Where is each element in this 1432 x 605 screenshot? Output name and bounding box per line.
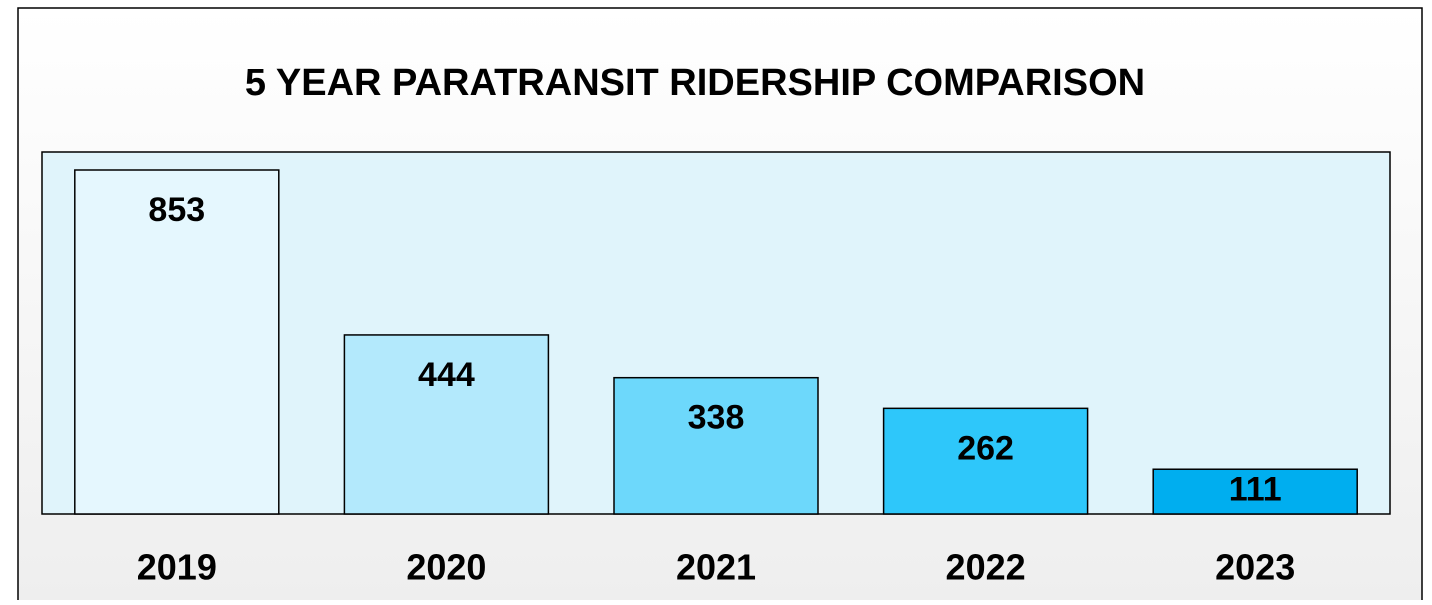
x-tick-label: 2022	[946, 547, 1026, 588]
value-label: 853	[148, 191, 205, 229]
bar	[1152, 468, 1358, 515]
value-label: 444	[418, 356, 475, 394]
bar	[613, 376, 819, 515]
value-label: 338	[688, 399, 745, 437]
chart-title: 5 YEAR PARATRANSIT RIDERSHIP COMPARISON	[245, 62, 1145, 104]
bar	[343, 334, 550, 515]
x-tick-label: 2021	[676, 547, 756, 588]
bar	[74, 169, 280, 515]
x-tick-label: 2019	[137, 547, 217, 588]
x-tick-label: 2020	[406, 547, 486, 588]
value-label: 111	[1229, 471, 1282, 509]
bar	[882, 407, 1089, 515]
value-label: 262	[957, 429, 1014, 467]
x-tick-label: 2023	[1215, 547, 1295, 588]
